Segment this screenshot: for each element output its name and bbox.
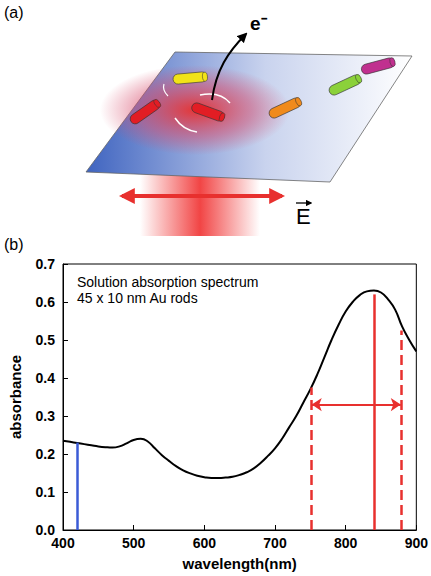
- svg-text:800: 800: [334, 535, 358, 551]
- svg-text:0.7: 0.7: [36, 256, 56, 272]
- svg-text:0.4: 0.4: [36, 370, 56, 386]
- svg-text:0.0: 0.0: [35, 522, 55, 538]
- svg-text:E: E: [296, 204, 311, 229]
- svg-text:(b): (b): [4, 236, 24, 253]
- svg-text:absorbance: absorbance: [7, 355, 24, 439]
- svg-text:0.3: 0.3: [36, 408, 56, 424]
- svg-text:0.6: 0.6: [36, 294, 56, 310]
- svg-text:600: 600: [193, 535, 217, 551]
- svg-text:Solution absorption spectrum: Solution absorption spectrum: [77, 274, 258, 290]
- svg-text:0.1: 0.1: [36, 484, 56, 500]
- svg-text:0.5: 0.5: [36, 332, 56, 348]
- svg-text:400: 400: [51, 535, 75, 551]
- svg-text:900: 900: [405, 535, 429, 551]
- svg-text:e⁻: e⁻: [250, 13, 268, 34]
- svg-text:45 x 10 nm Au rods: 45 x 10 nm Au rods: [77, 290, 198, 306]
- svg-text:wavelength(nm): wavelength(nm): [182, 555, 297, 572]
- svg-text:700: 700: [263, 535, 287, 551]
- svg-text:(a): (a): [4, 4, 24, 21]
- svg-text:500: 500: [122, 535, 146, 551]
- svg-text:0.2: 0.2: [36, 446, 56, 462]
